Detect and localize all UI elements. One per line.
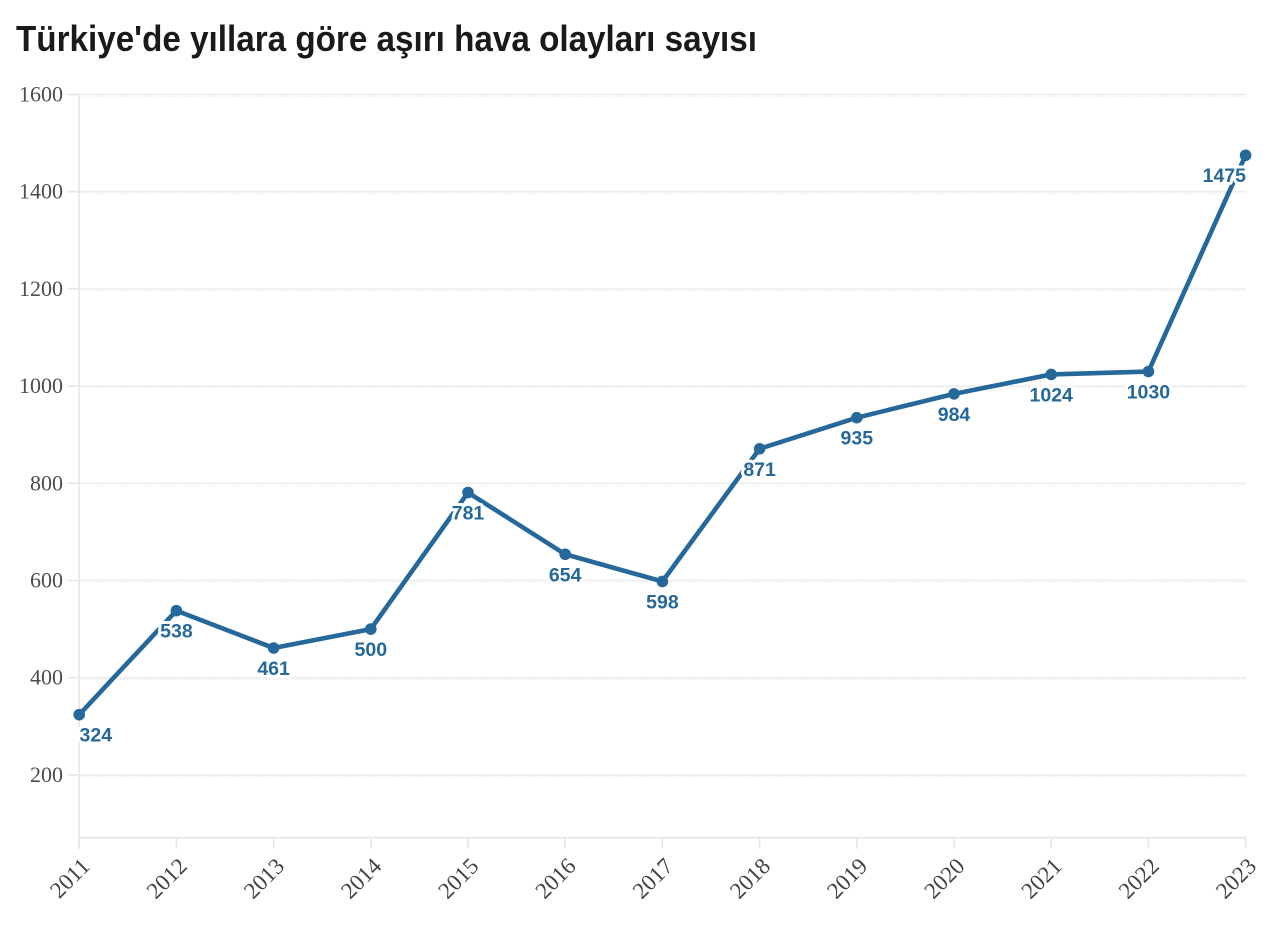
svg-text:935: 935 xyxy=(841,428,874,450)
svg-text:1200: 1200 xyxy=(19,276,63,301)
svg-text:500: 500 xyxy=(355,639,388,661)
svg-text:538: 538 xyxy=(160,621,193,643)
svg-text:800: 800 xyxy=(30,470,63,495)
svg-text:1600: 1600 xyxy=(19,82,63,107)
svg-text:1475: 1475 xyxy=(1203,165,1247,187)
svg-text:1030: 1030 xyxy=(1127,382,1171,404)
svg-text:400: 400 xyxy=(30,665,63,690)
svg-text:461: 461 xyxy=(257,658,290,680)
svg-text:598: 598 xyxy=(646,592,679,614)
svg-text:Türkiye'de yıllara göre aşırı: Türkiye'de yıllara göre aşırı hava olayl… xyxy=(16,18,757,59)
svg-text:984: 984 xyxy=(938,404,971,426)
svg-text:1000: 1000 xyxy=(19,373,63,398)
svg-text:324: 324 xyxy=(80,725,113,747)
svg-text:1400: 1400 xyxy=(19,179,63,204)
svg-text:871: 871 xyxy=(743,459,776,481)
svg-text:1024: 1024 xyxy=(1030,384,1074,406)
svg-text:200: 200 xyxy=(30,762,63,787)
svg-text:600: 600 xyxy=(30,568,63,593)
svg-text:781: 781 xyxy=(452,503,485,525)
svg-text:654: 654 xyxy=(549,564,582,586)
